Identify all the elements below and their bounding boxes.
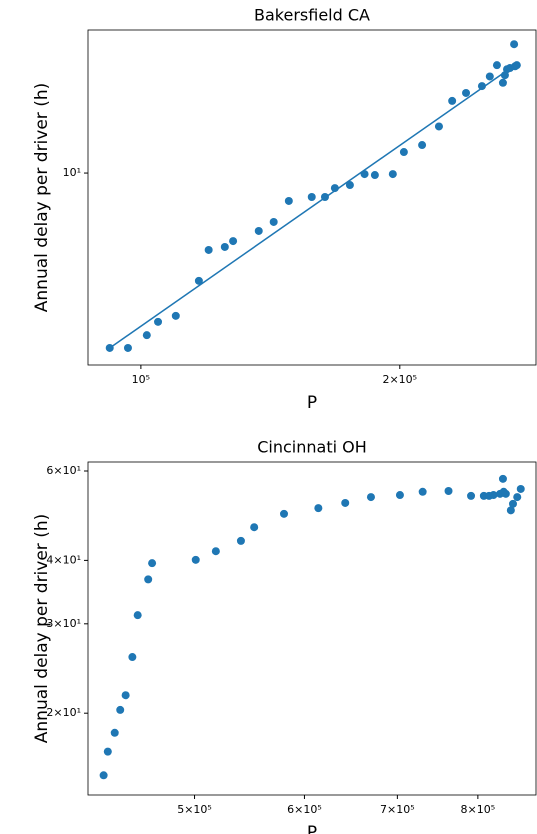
data-point xyxy=(144,575,153,584)
data-point xyxy=(399,148,408,157)
data-point xyxy=(508,499,517,508)
y-tick-label: 3×10¹ xyxy=(46,617,81,630)
data-point xyxy=(467,491,476,500)
data-point xyxy=(510,40,519,49)
data-point xyxy=(345,181,354,190)
data-point xyxy=(444,486,453,495)
x-tick-label: 2×10⁵ xyxy=(382,373,417,386)
data-point xyxy=(142,331,151,340)
data-point xyxy=(492,61,501,70)
data-point xyxy=(366,493,375,502)
y-tick-label: 10¹ xyxy=(63,166,81,179)
data-point xyxy=(434,122,443,131)
data-point xyxy=(506,506,515,515)
y-tick-label: 4×10¹ xyxy=(46,553,81,566)
data-point xyxy=(477,82,486,91)
plot-frame xyxy=(87,461,537,796)
data-point xyxy=(370,171,379,180)
fit-line xyxy=(109,61,520,349)
data-point xyxy=(148,559,157,568)
data-point xyxy=(220,242,229,251)
data-point xyxy=(250,523,259,532)
x-axis-label: P xyxy=(307,393,317,413)
data-point xyxy=(513,493,522,502)
data-point xyxy=(128,653,137,662)
chart-title: Bakersfield CA xyxy=(254,6,370,25)
data-point xyxy=(462,88,471,97)
data-point xyxy=(320,193,329,202)
data-point xyxy=(280,509,289,518)
data-point xyxy=(500,71,509,80)
data-point xyxy=(103,747,112,756)
data-point xyxy=(171,311,180,320)
data-point xyxy=(307,193,316,202)
data-point xyxy=(498,474,507,483)
data-point xyxy=(448,96,457,105)
data-point xyxy=(254,226,263,235)
data-point xyxy=(211,547,220,556)
data-point xyxy=(116,705,125,714)
x-axis-label: P xyxy=(307,823,317,834)
data-point xyxy=(110,728,119,737)
data-point xyxy=(269,217,278,226)
chart-title: Cincinnati OH xyxy=(257,438,367,457)
data-point xyxy=(330,184,339,193)
data-point xyxy=(194,276,203,285)
data-point xyxy=(314,504,323,513)
data-point xyxy=(105,343,114,352)
data-point xyxy=(121,691,130,700)
x-tick-label: 7×10⁵ xyxy=(380,803,415,816)
data-point xyxy=(360,170,369,179)
x-tick-label: 5×10⁵ xyxy=(177,803,212,816)
y-axis-label: Annual delay per driver (h) xyxy=(32,514,52,743)
data-point xyxy=(498,78,507,87)
data-point xyxy=(489,491,498,500)
data-point xyxy=(341,498,350,507)
data-point xyxy=(229,237,238,246)
data-point xyxy=(191,555,200,564)
data-point xyxy=(133,611,142,620)
data-point xyxy=(485,72,494,81)
data-point xyxy=(512,61,521,70)
data-point xyxy=(236,536,245,545)
data-point xyxy=(418,487,427,496)
y-axis-label: Annual delay per driver (h) xyxy=(32,83,52,312)
data-point xyxy=(388,170,397,179)
data-point xyxy=(418,141,427,150)
data-point xyxy=(516,484,525,493)
data-point xyxy=(99,771,108,780)
x-tick-label: 10⁵ xyxy=(132,373,150,386)
data-point xyxy=(501,489,510,498)
data-point xyxy=(395,491,404,500)
x-tick-label: 6×10⁵ xyxy=(287,803,322,816)
y-tick-label: 2×10¹ xyxy=(46,706,81,719)
data-point xyxy=(284,196,293,205)
data-point xyxy=(154,317,163,326)
data-point xyxy=(204,245,213,254)
x-tick-label: 8×10⁵ xyxy=(461,803,496,816)
data-point xyxy=(123,343,132,352)
y-tick-label: 6×10¹ xyxy=(46,464,81,477)
plot-frame xyxy=(87,29,537,366)
